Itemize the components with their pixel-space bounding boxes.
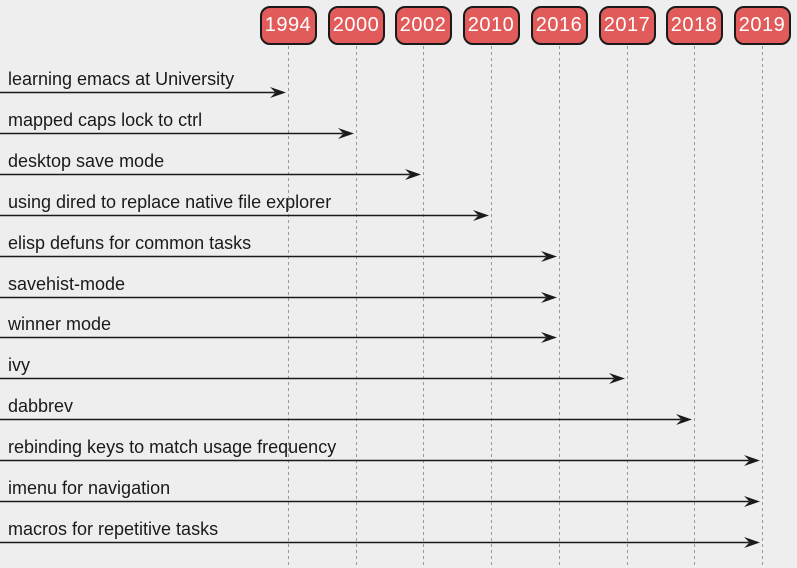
timeline-entry-label: rebinding keys to match usage frequency <box>8 436 337 457</box>
year-box-2002: 2002 <box>394 6 452 45</box>
entry-arrowhead <box>405 169 421 180</box>
entry-arrowhead <box>541 292 557 303</box>
year-box-2019: 2019 <box>733 6 791 45</box>
year-box-1994: 1994 <box>259 6 317 45</box>
timeline-entry-label: dabbrev <box>8 395 74 416</box>
entry-arrowhead <box>609 373 625 384</box>
entry-arrowhead <box>744 537 760 548</box>
year-box-2018: 2018 <box>665 6 723 45</box>
timeline-entry-label: savehist-mode <box>8 273 126 294</box>
year-box-2000: 2000 <box>327 6 385 45</box>
entry-arrowhead <box>744 455 760 466</box>
timeline-entry-label: macros for repetitive tasks <box>8 518 219 539</box>
entry-arrowhead <box>541 251 557 262</box>
year-box-2016: 2016 <box>530 6 588 45</box>
entry-arrowhead <box>473 210 489 221</box>
year-box-2017: 2017 <box>598 6 656 45</box>
timeline-entry-label: winner mode <box>8 313 112 334</box>
entry-arrowhead <box>338 128 354 139</box>
entry-arrowhead <box>744 496 760 507</box>
timeline-entry-label: ivy <box>8 354 30 375</box>
timeline-entry-label: imenu for navigation <box>8 477 171 498</box>
timeline-entry-label: elisp defuns for common tasks <box>8 232 252 253</box>
timeline-entry-label: learning emacs at University <box>8 68 235 89</box>
entry-arrowhead <box>676 414 692 425</box>
year-box-2010: 2010 <box>462 6 520 45</box>
entry-arrowhead <box>270 87 286 98</box>
entry-arrowhead <box>541 332 557 343</box>
timeline-entry-label: desktop save mode <box>8 150 165 171</box>
timeline-entry-label: mapped caps lock to ctrl <box>8 109 203 130</box>
timeline-entry-label: using dired to replace native file explo… <box>8 191 332 212</box>
